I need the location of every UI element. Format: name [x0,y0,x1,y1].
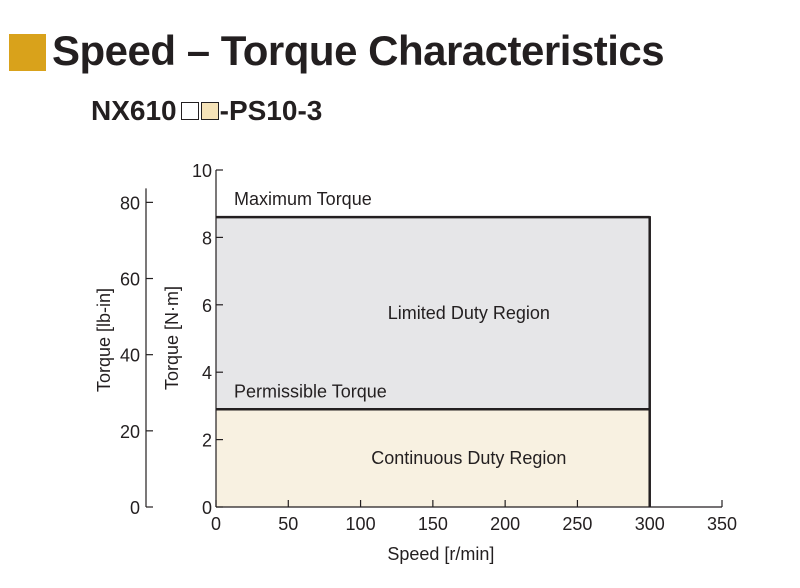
y-tick-label-0: 0 [202,498,212,518]
region-fill-1 [216,409,650,507]
region-label-0: Limited Duty Region [388,303,550,323]
y-tick-label-2: 4 [202,363,212,383]
y-tick-label-5: 10 [192,161,212,181]
y2-axis-title: Torque [lb-in] [94,288,114,392]
model-suffix: -PS10-3 [219,95,323,126]
x-tick-label-0: 0 [211,514,221,534]
x-tick-label-7: 350 [707,514,737,534]
x-axis-title: Speed [r/min] [387,544,494,564]
page-title: Speed – Torque Characteristics [52,27,665,74]
option-box-white-icon [180,102,199,120]
y2-tick-label-4: 80 [120,193,140,213]
region-fill-0 [216,217,650,410]
x-tick-label-2: 100 [346,514,376,534]
y2-tick-label-0: 0 [130,498,140,518]
torque-line-label-1: Permissible Torque [234,381,387,401]
x-tick-label-1: 50 [278,514,298,534]
option-box-beige-icon [200,102,219,120]
y-tick-label-1: 2 [202,431,212,451]
x-tick-label-5: 250 [562,514,592,534]
model-name: NX610 -PS10-3 [91,94,322,128]
y-tick-label-4: 8 [202,228,212,248]
region-label-1: Continuous Duty Region [371,448,566,468]
y-axis-title: Torque [N·m] [162,286,182,390]
y-tick-label-3: 6 [202,296,212,316]
x-tick-label-3: 150 [418,514,448,534]
x-tick-label-6: 300 [635,514,665,534]
axes-layer [145,169,723,508]
title-accent-square [9,34,46,71]
torque-line-label-0: Maximum Torque [234,189,372,209]
y2-tick-label-3: 60 [120,270,140,290]
regions-layer [216,217,650,507]
model-prefix: NX610 [91,95,177,126]
labels-layer: Limited Duty Region Continuous Duty Regio… [94,161,737,564]
y2-tick-label-1: 20 [120,422,140,442]
y2-tick-label-2: 40 [120,346,140,366]
x-tick-label-4: 200 [490,514,520,534]
